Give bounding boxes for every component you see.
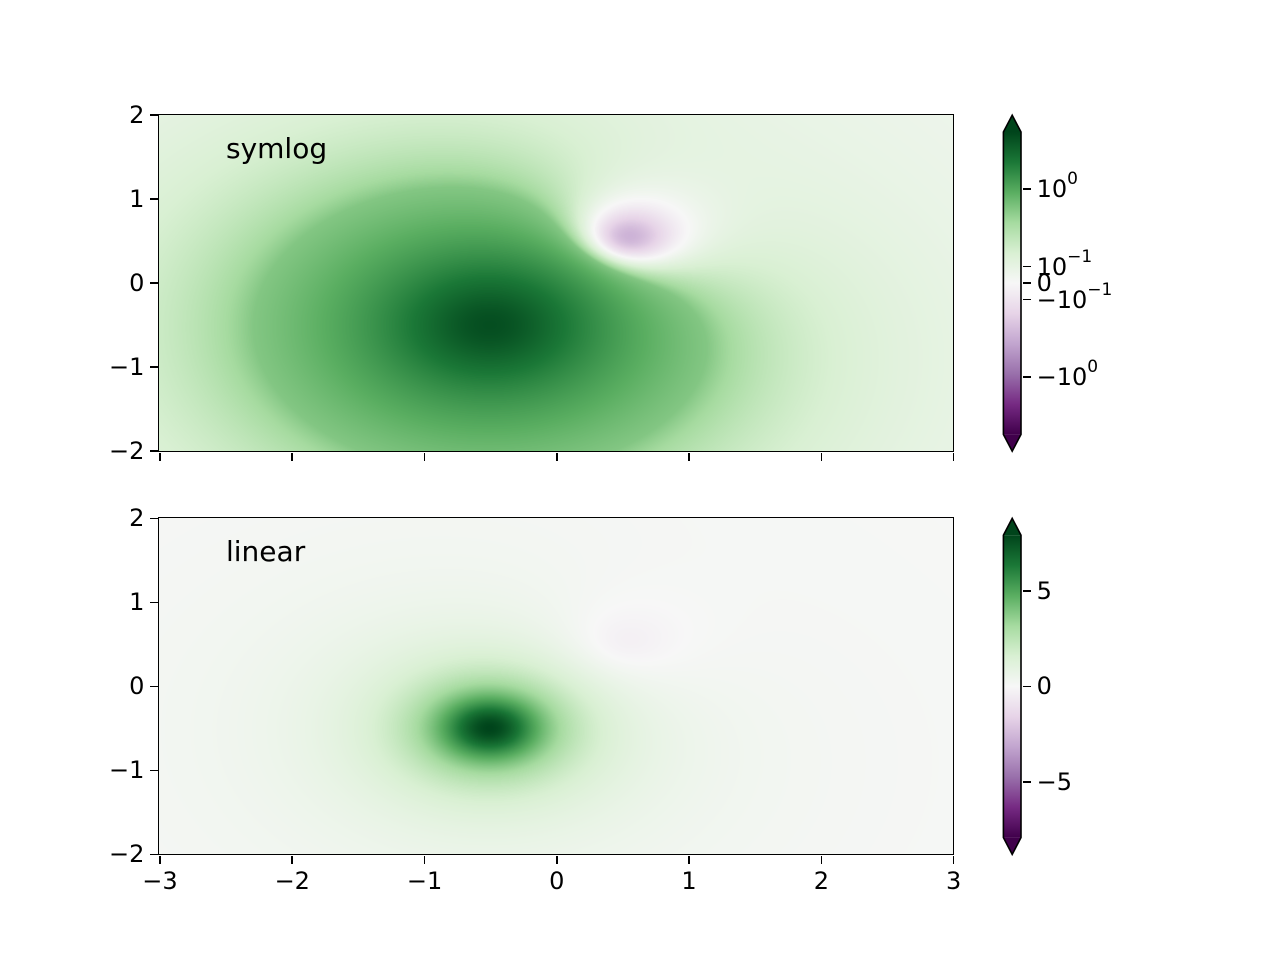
y-tick-label: −2: [109, 840, 145, 869]
x-tick-label: 2: [813, 867, 829, 895]
y-tick-mark: [150, 853, 159, 856]
x-tick-mark: [820, 856, 823, 864]
linear-axes: [158, 516, 954, 855]
x-tick-label: 3: [945, 867, 962, 895]
colorbar-shape: [1003, 535, 1021, 838]
symlog-panel-label: symlog: [226, 132, 328, 165]
y-tick-mark: [150, 282, 159, 284]
symlog-axes: [158, 113, 954, 452]
x-tick-mark: [291, 856, 294, 864]
y-tick-label: 1: [129, 185, 145, 214]
linear-heatmap-canvas: [159, 517, 953, 854]
colorbar-tick-label-exponent: −1: [1067, 246, 1093, 267]
colorbar-tick-label: −10−1: [1036, 281, 1113, 315]
colorbar-tick-mark: [1022, 298, 1031, 301]
colorbar-shape: [1003, 115, 1021, 132]
colorbar-tick-label: 100: [1036, 171, 1078, 204]
symlog-heatmap-canvas: [159, 114, 953, 451]
x-tick-mark: [423, 856, 426, 864]
y-tick-mark: [150, 517, 159, 520]
y-tick-label: 0: [129, 672, 145, 701]
x-tick-label: −3: [142, 867, 178, 895]
x-tick-mark: [556, 856, 558, 864]
linear-panel-label: linear: [226, 535, 306, 569]
colorbar-tick-label: 0: [1037, 671, 1052, 701]
x-tick-mark: [688, 452, 690, 461]
y-tick-mark: [150, 114, 159, 116]
colorbar-shape: [1003, 837, 1021, 855]
x-tick-mark: [291, 452, 294, 461]
y-tick-label: −1: [109, 756, 145, 785]
x-tick-mark: [423, 452, 426, 461]
x-tick-mark: [556, 452, 558, 461]
colorbar-tick-mark: [1022, 685, 1031, 688]
colorbar-tick-label-base: −5: [1036, 767, 1072, 796]
x-tick-mark: [688, 856, 690, 864]
colorbar-tick-label-base: 10: [1036, 252, 1068, 281]
colorbar-tick-mark: [1022, 282, 1031, 284]
x-tick-mark: [952, 452, 955, 461]
y-tick-mark: [150, 198, 159, 200]
x-tick-mark: [952, 856, 955, 864]
y-tick-mark: [150, 450, 159, 452]
colorbar-tick-mark: [1022, 265, 1031, 268]
y-tick-label: 2: [129, 101, 145, 130]
colorbar-shape: [1003, 132, 1021, 435]
colorbar-tick-label: −5: [1037, 767, 1072, 797]
colorbar-shape: [1003, 434, 1021, 452]
y-tick-label: −2: [109, 437, 145, 466]
colorbar-shape: [1002, 516, 1022, 857]
colorbar-tick-label-base: 0: [1036, 672, 1052, 701]
colorbar-tick-mark: [1022, 781, 1031, 783]
y-tick-label: 2: [129, 504, 145, 533]
y-tick-mark: [150, 366, 159, 368]
y-tick-mark: [150, 601, 159, 604]
y-tick-label: 1: [129, 588, 145, 617]
colorbar-shape: [1003, 518, 1021, 536]
colorbar-tick-label-exponent: 0: [1087, 357, 1099, 378]
colorbar-tick-label-base: −10: [1036, 285, 1088, 314]
x-tick-mark: [159, 856, 161, 864]
colorbar-tick-label: 10−1: [1036, 248, 1093, 282]
colorbar-tick-label-exponent: 0: [1067, 169, 1078, 190]
colorbar-tick-label-base: 5: [1036, 576, 1052, 605]
y-tick-label: 0: [129, 269, 145, 298]
x-tick-mark: [159, 452, 161, 461]
colorbar-tick-label-base: 0: [1036, 269, 1052, 298]
colorbar-tick-label-exponent: −1: [1087, 279, 1113, 300]
colorbar-tick-mark: [1022, 376, 1031, 379]
colorbar-tick-label-base: 10: [1036, 175, 1068, 204]
colorbar-tick-label: 0: [1037, 268, 1052, 298]
colorbar-tick-label-base: −10: [1036, 363, 1088, 392]
y-tick-mark: [150, 685, 159, 688]
colorbar-tick-mark: [1022, 590, 1031, 592]
x-tick-label: 0: [549, 867, 565, 895]
x-tick-label: −1: [406, 867, 443, 895]
x-tick-label: −2: [274, 867, 310, 895]
colorbar-tick-label: 5: [1037, 576, 1052, 606]
y-tick-mark: [150, 769, 159, 772]
colorbar-shape: [1002, 113, 1022, 453]
y-tick-label: −1: [109, 353, 145, 382]
x-tick-label: 1: [681, 867, 697, 895]
x-tick-mark: [820, 452, 823, 461]
colorbar-tick-label: −100: [1036, 359, 1098, 392]
colorbar-tick-mark: [1022, 188, 1031, 190]
